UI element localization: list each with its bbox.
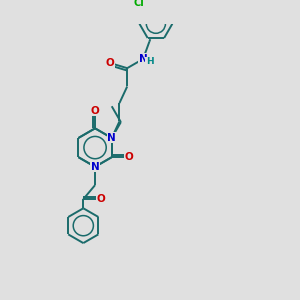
Text: Cl: Cl (133, 0, 144, 8)
Text: O: O (105, 58, 114, 68)
Text: H: H (146, 57, 153, 66)
Text: N: N (91, 162, 100, 172)
Text: N: N (107, 133, 116, 143)
Text: O: O (91, 106, 100, 116)
Text: N: N (139, 54, 147, 64)
Text: O: O (96, 194, 105, 204)
Text: O: O (125, 152, 134, 162)
